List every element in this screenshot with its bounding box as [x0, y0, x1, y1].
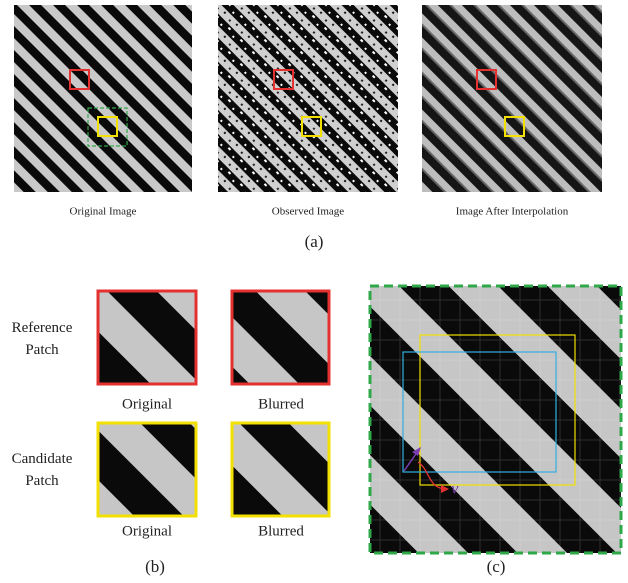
- caption: Original: [122, 523, 172, 539]
- panel-label: (b): [145, 557, 165, 576]
- patch: [232, 291, 329, 384]
- patch: [232, 423, 329, 516]
- caption: Image After Interpolation: [456, 206, 569, 218]
- figure: Original Image Observed Image Image Afte…: [0, 0, 628, 583]
- panel-label: (a): [305, 232, 324, 251]
- panel-label: (c): [487, 557, 506, 576]
- caption: Observed Image: [272, 206, 345, 218]
- caption: Original Image: [70, 206, 137, 218]
- caption: Original: [122, 396, 172, 412]
- observed-image: [218, 5, 398, 192]
- patch: [98, 423, 196, 516]
- interpolated-image: [422, 5, 602, 192]
- caption: Blurred: [258, 523, 304, 539]
- page: Original Image Observed Image Image Afte…: [0, 0, 628, 583]
- vector-label: v⃗: [451, 481, 471, 498]
- patch: [98, 291, 196, 384]
- original-image: [14, 5, 192, 192]
- caption: Blurred: [258, 396, 304, 412]
